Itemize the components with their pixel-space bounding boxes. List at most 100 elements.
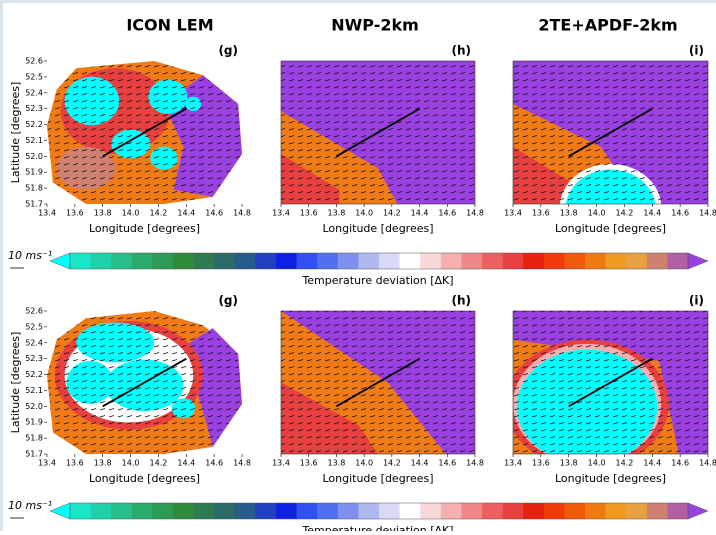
x-tick-label: 14.8 (699, 459, 716, 468)
y-tick-label: 51.8 (25, 184, 43, 193)
x-axis-label: Longitude [degrees] (322, 222, 433, 235)
x-axis-label: Longitude [degrees] (89, 222, 200, 235)
colorbar-swatch (194, 503, 215, 519)
colorbar-swatch (235, 253, 256, 269)
x-tick-label: 13.4 (38, 459, 56, 468)
frame-left (0, 0, 3, 531)
x-tick-label: 14.6 (438, 459, 456, 468)
colorbar-swatch (564, 503, 585, 519)
x-tick-label: 13.4 (272, 209, 290, 218)
x-axis-label: Longitude [degrees] (89, 472, 200, 485)
colorbar-swatch (276, 503, 297, 519)
colorbar-swatch (523, 253, 544, 269)
column-title: 2TE+APDF-2km (538, 16, 677, 35)
colorbar-swatch (173, 503, 194, 519)
x-tick-label: 14.0 (588, 209, 606, 218)
colorbar-swatch (420, 253, 441, 269)
column-title: NWP-2km (331, 16, 419, 35)
x-tick-label: 14.2 (616, 459, 634, 468)
panel-label: (h) (451, 44, 471, 58)
y-tick-label: 52.1 (25, 136, 43, 145)
x-axis-label: Longitude [degrees] (555, 222, 666, 235)
y-tick-label: 52.2 (25, 120, 43, 129)
panel-label: (i) (689, 44, 704, 58)
colorbar-swatch (626, 503, 647, 519)
colorbar-swatch (358, 503, 379, 519)
y-tick-label: 51.8 (25, 434, 43, 443)
panel-label: (g) (218, 294, 238, 308)
x-tick-label: 14.6 (205, 459, 223, 468)
colorbar-swatch (214, 503, 235, 519)
colorbar-swatch (338, 503, 359, 519)
colorbar-swatch (152, 253, 173, 269)
colorbar-swatch (461, 503, 482, 519)
colorbar-swatch (667, 253, 688, 269)
x-axis-label: Longitude [degrees] (322, 472, 433, 485)
x-tick-label: 13.6 (66, 459, 84, 468)
x-tick-label: 14.8 (466, 459, 484, 468)
x-tick-label: 14.0 (355, 209, 373, 218)
colorbar-swatch (91, 503, 112, 519)
colorbar-label: Temperature deviation [ΔK] (301, 524, 453, 531)
y-tick-label: 52.0 (25, 152, 43, 161)
y-tick-label: 52.2 (25, 370, 43, 379)
colorbar-swatch (482, 253, 503, 269)
x-tick-label: 14.2 (383, 459, 401, 468)
y-axis-label: Latitude [degrees] (9, 82, 22, 184)
colorbar-swatch (503, 503, 524, 519)
x-tick-label: 14.4 (411, 459, 429, 468)
x-tick-label: 13.6 (532, 209, 550, 218)
x-tick-label: 14.2 (383, 209, 401, 218)
colorbar-swatch (214, 253, 235, 269)
colorbar-swatch (111, 503, 132, 519)
x-tick-label: 13.8 (560, 209, 578, 218)
colorbar-swatch (379, 253, 400, 269)
colorbar-swatch (523, 503, 544, 519)
colorbar-swatch (420, 503, 441, 519)
colorbar-swatch (606, 503, 627, 519)
y-tick-label: 52.6 (25, 57, 43, 66)
x-tick-label: 14.4 (411, 209, 429, 218)
x-tick-label: 14.6 (671, 209, 689, 218)
colorbar-swatch (606, 253, 627, 269)
colorbar-swatch (400, 253, 421, 269)
colorbar-swatch (152, 503, 173, 519)
figure: ICON LEM NWP-2km 2TE+APDF-2km (g) 13.4 13.6 13… (0, 0, 716, 531)
colorbar-swatch (173, 253, 194, 269)
x-tick-label: 14.4 (643, 209, 661, 218)
column-title: ICON LEM (126, 16, 213, 35)
y-tick-label: 52.3 (25, 354, 43, 363)
colorbar-swatch (255, 503, 276, 519)
colorbar-swatch (70, 503, 91, 519)
x-tick-label: 14.8 (466, 209, 484, 218)
colorbar-swatch (647, 503, 668, 519)
y-tick-label: 51.7 (25, 200, 43, 209)
x-tick-label: 14.8 (699, 209, 716, 218)
y-tick-label: 52.4 (25, 88, 43, 97)
colorbar-swatch (297, 503, 318, 519)
x-tick-label: 13.4 (504, 459, 522, 468)
x-tick-label: 13.6 (300, 209, 318, 218)
frame-top (0, 0, 716, 3)
y-tick-label: 52.3 (25, 104, 43, 113)
x-tick-label: 13.8 (328, 209, 346, 218)
panel-label: (h) (451, 294, 471, 308)
x-tick-label: 13.6 (300, 459, 318, 468)
x-tick-label: 13.8 (328, 459, 346, 468)
colorbar-label: Temperature deviation [ΔK] (301, 274, 453, 287)
colorbar-swatch (647, 253, 668, 269)
quiver-key: 10 ms⁻¹ (8, 499, 52, 512)
x-tick-label: 14.6 (205, 209, 223, 218)
y-tick-label: 52.4 (25, 338, 43, 347)
x-tick-label: 13.4 (504, 209, 522, 218)
x-tick-label: 14.8 (233, 209, 251, 218)
colorbar-swatch (297, 253, 318, 269)
x-tick-label: 13.4 (272, 459, 290, 468)
colorbar-swatch (441, 503, 462, 519)
x-tick-label: 13.4 (38, 209, 56, 218)
colorbar-swatch (544, 503, 565, 519)
colorbar-swatch (317, 253, 338, 269)
x-tick-label: 13.8 (94, 209, 112, 218)
colorbar-swatch (585, 253, 606, 269)
colorbar-swatch (111, 253, 132, 269)
